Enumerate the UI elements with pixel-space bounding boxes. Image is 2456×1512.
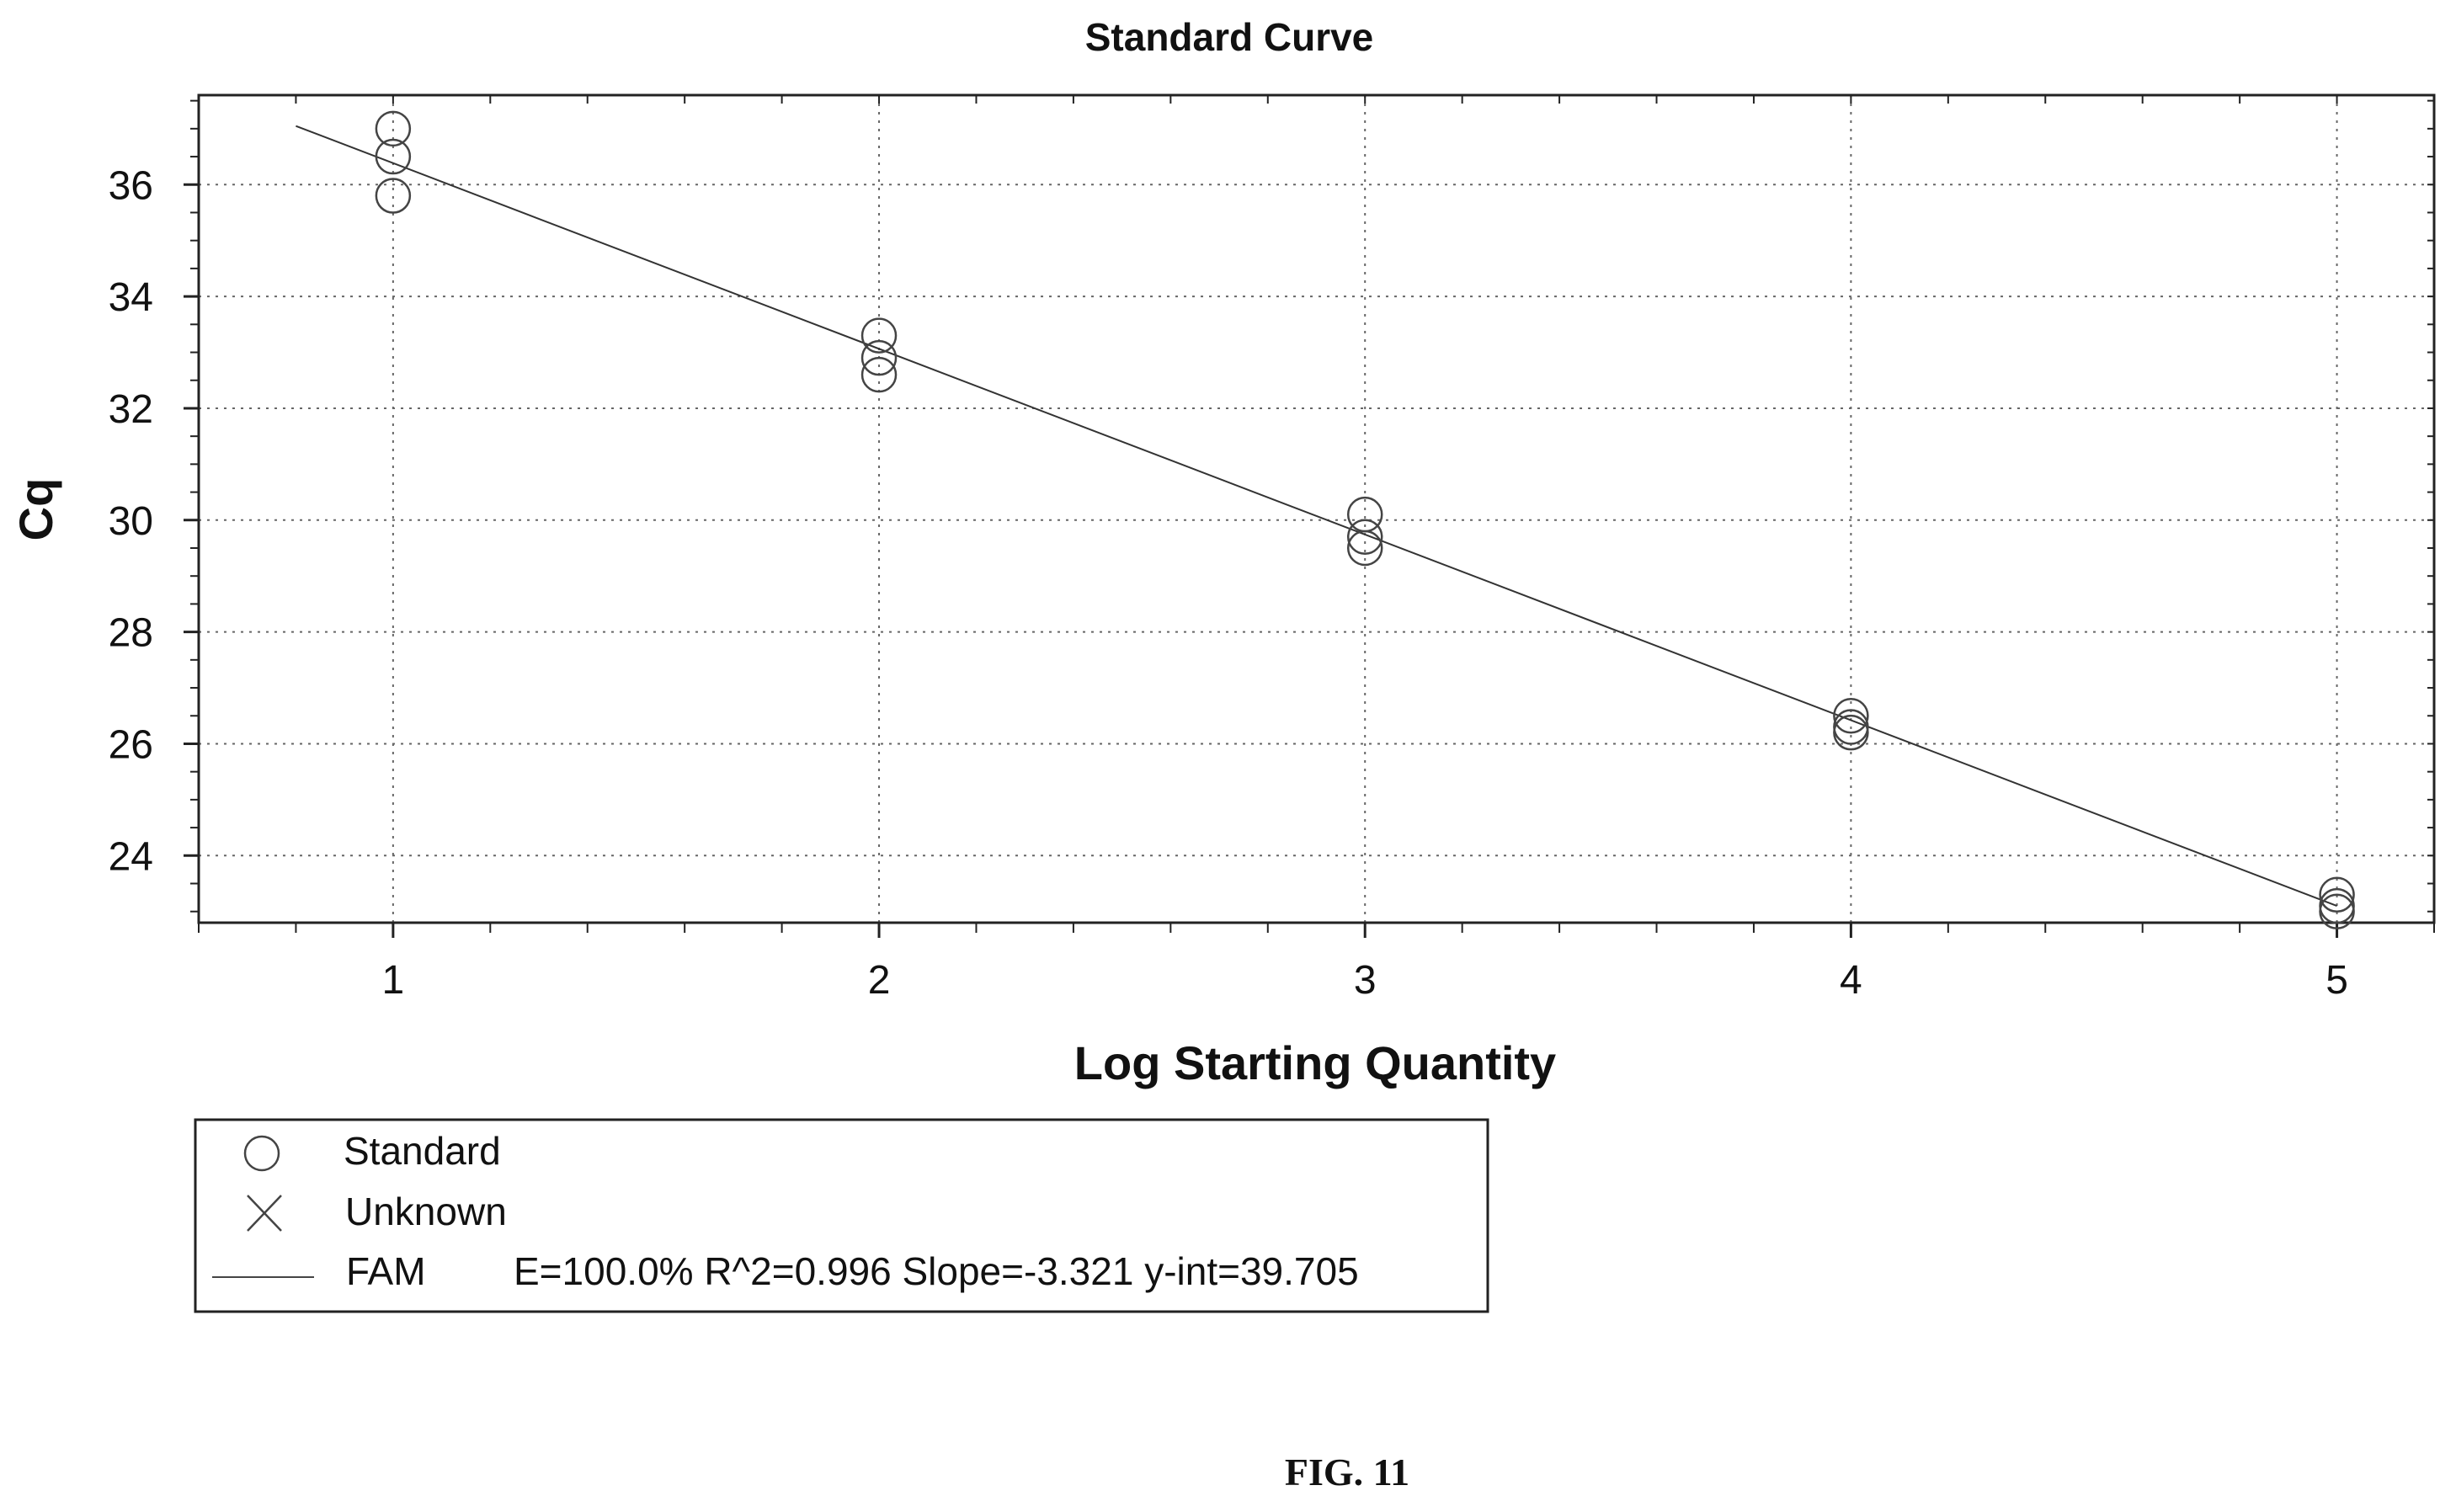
standard-point	[2319, 876, 2355, 913]
figure-caption: FIG. 11	[1285, 1451, 1409, 1493]
y-tick-label: 34	[109, 275, 153, 320]
legend-standard-label: Standard	[344, 1129, 501, 1173]
standard-point	[1346, 530, 1383, 567]
y-tick-label: 24	[109, 834, 153, 879]
standard-point	[2319, 893, 2355, 929]
standard-point	[1833, 698, 1869, 734]
x-tick-label: 3	[1354, 958, 1377, 1003]
x-tick-label: 5	[2325, 958, 2348, 1003]
standard-point	[375, 178, 412, 214]
standard-point	[860, 339, 898, 376]
x-tick-label: 4	[1840, 958, 1862, 1003]
fit-line-fam	[296, 125, 2337, 908]
y-axis-label: Cq	[9, 478, 62, 541]
minor-ticks	[184, 95, 2435, 938]
standard-point	[860, 356, 898, 393]
legend: Standard Unknown FAM E=100.0% R^2=0.996 …	[194, 1118, 1489, 1313]
standard-point	[375, 138, 412, 175]
chart-title: Standard Curve	[1085, 15, 1374, 59]
plot-frame	[197, 93, 2436, 924]
y-tick-label: 32	[109, 387, 153, 432]
x-tick-labels: 1 2 3 4 5	[382, 958, 2348, 1003]
y-tick-label: 36	[109, 163, 153, 208]
y-tick-label: 30	[109, 499, 153, 544]
legend-fit-stats: E=100.0% R^2=0.996 Slope=-3.321 y-int=39…	[514, 1249, 1359, 1293]
legend-fam-label: FAM	[346, 1249, 426, 1293]
points-layer	[375, 110, 2355, 929]
y-tick-labels: 24 26 28 30 32 34 36	[109, 163, 153, 879]
y-tick-label: 28	[109, 611, 153, 656]
x-tick-label: 1	[382, 958, 405, 1003]
legend-unknown-label: Unknown	[345, 1190, 507, 1233]
standard-point	[1833, 714, 1869, 751]
x-axis-label: Log Starting Quantity	[1074, 1036, 1556, 1089]
y-tick-label: 26	[109, 722, 153, 767]
standard-point	[1346, 519, 1383, 555]
legend-box	[194, 1118, 1489, 1313]
standard-point	[375, 110, 412, 147]
grid	[199, 95, 2434, 923]
standard-point	[860, 317, 898, 354]
legend-standard-marker	[243, 1135, 280, 1172]
legend-unknown-marker	[247, 1195, 282, 1232]
x-tick-label: 2	[868, 958, 891, 1003]
fit-line-layer	[296, 125, 2337, 908]
